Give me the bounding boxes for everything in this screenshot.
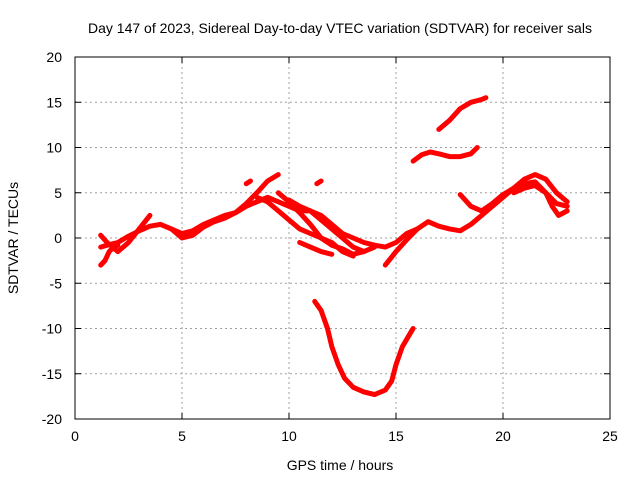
x-tick-label: 0 (71, 428, 79, 444)
series-arc-n (436, 95, 489, 132)
series-arc-f (275, 190, 378, 257)
series-arc-j (314, 178, 324, 187)
series-arc-h (297, 240, 335, 257)
y-axis-title: SDTVAR / TECUs (5, 182, 21, 294)
x-tick-label: 20 (495, 428, 511, 444)
series-arc-a (98, 194, 420, 250)
y-tick-label: 20 (46, 49, 62, 65)
y-tick-label: 10 (46, 140, 62, 156)
x-tick-label: 15 (388, 428, 404, 444)
x-tick-label: 25 (602, 428, 618, 444)
axis-ticks: 0 5 10 15 20 25 -20 -15 -10 -5 0 5 10 15 20 (42, 49, 618, 444)
series-arc-k (312, 298, 416, 398)
x-tick-label: 10 (281, 428, 297, 444)
series-arc-i (243, 178, 253, 187)
series-arc-o (457, 172, 570, 214)
x-axis-title: GPS time / hours (287, 457, 394, 473)
y-tick-label: -15 (42, 366, 62, 382)
y-tick-label: -5 (50, 275, 63, 291)
y-tick-label: 15 (46, 94, 62, 110)
x-tick-label: 5 (178, 428, 186, 444)
data-series (98, 95, 570, 398)
y-tick-label: -20 (42, 411, 62, 427)
series-arc-m (410, 145, 480, 164)
series-arc-p (511, 183, 570, 218)
y-tick-label: -10 (42, 321, 62, 337)
series-arc-b (98, 212, 153, 255)
grid (75, 57, 610, 419)
y-tick-label: 5 (54, 185, 62, 201)
chart-title: Day 147 of 2023, Sidereal Day-to-day VTE… (88, 20, 592, 36)
y-tick-label: 0 (54, 230, 62, 246)
series-arc-g (286, 197, 367, 255)
series-arc-c (98, 242, 121, 268)
series-arc-d (168, 172, 281, 241)
